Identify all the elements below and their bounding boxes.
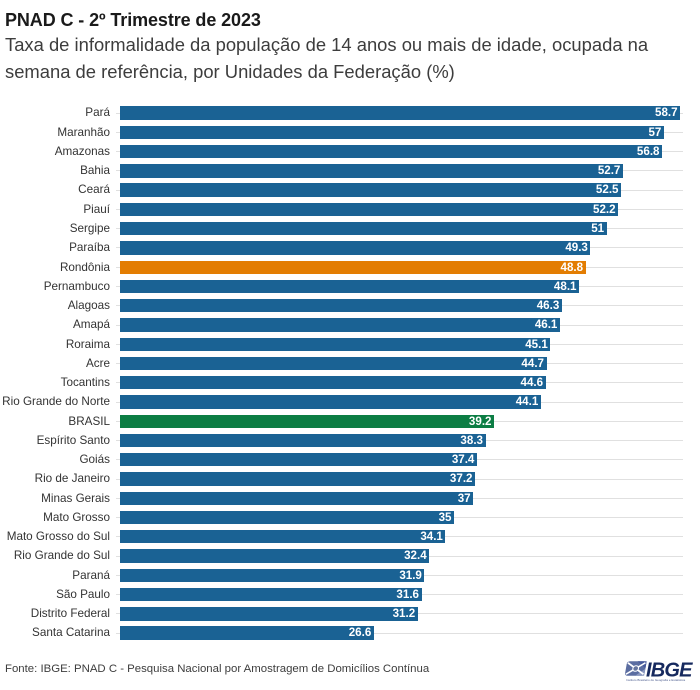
svg-text:IBGE: IBGE [646, 660, 693, 682]
svg-text:Instituto Brasileiro de Geogra: Instituto Brasileiro de Geografia e Esta… [626, 678, 686, 682]
